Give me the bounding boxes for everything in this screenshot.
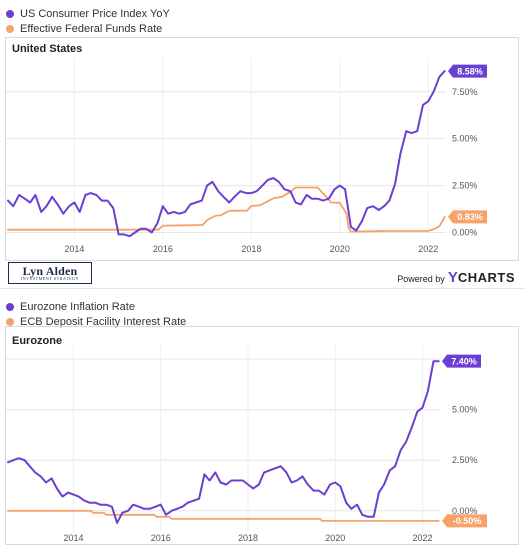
legend-label-fed-funds: Effective Federal Funds Rate	[20, 22, 163, 35]
flag-background	[448, 64, 487, 78]
series-line-primary[interactable]	[7, 70, 446, 238]
us-line-chart: United States 0.00% 2.50% 5.00% 7.50% 2014 20…	[5, 37, 519, 261]
x-tick-label: 2016	[153, 244, 173, 254]
flag-value: 0.83%	[457, 212, 483, 222]
plot-border	[5, 326, 519, 545]
legend-marker-fed-funds	[6, 24, 14, 33]
powered-by-text: Powered by	[397, 274, 445, 284]
series-line-primary[interactable]	[7, 360, 440, 524]
us-chart-panel: US Consumer Price Index YoY Effective Fe…	[5, 6, 519, 286]
flag-background	[442, 514, 487, 528]
legend-label-ecb-rate: ECB Deposit Facility Interest Rate	[20, 315, 187, 328]
flag-value: 7.40%	[451, 356, 477, 366]
y-tick-label: 5.00%	[452, 405, 478, 415]
y-tick-label: 0.00%	[452, 227, 478, 237]
logo-main-text: Lyn Alden	[22, 264, 78, 278]
last-value-flag-rate: 0.83%	[448, 210, 487, 224]
x-tick-label: 2018	[241, 244, 261, 254]
ycharts-attribution[interactable]: Powered by Y CHARTS	[397, 269, 515, 286]
logo-sub-text: INVESTMENT STRATEGY	[20, 276, 80, 281]
us-legend: US Consumer Price Index YoY Effective Fe…	[6, 6, 170, 36]
y-tick-label: 2.50%	[452, 455, 478, 465]
legend-marker-ez-inflation	[6, 302, 14, 311]
legend-item-ecb-rate[interactable]: ECB Deposit Facility Interest Rate	[6, 314, 186, 329]
x-tick-label: 2018	[238, 533, 258, 543]
legend-label-us-cpi: US Consumer Price Index YoY	[20, 7, 170, 20]
y-tick-label: 5.00%	[452, 134, 478, 144]
legend-label-ez-inflation: Eurozone Inflation Rate	[20, 300, 135, 313]
series-line-rate[interactable]	[7, 509, 440, 522]
flag-value: 8.58%	[457, 66, 483, 76]
legend-item-ez-inflation[interactable]: Eurozone Inflation Rate	[6, 299, 186, 314]
x-tick-label: 2014	[63, 533, 83, 543]
x-tick-label: 2020	[325, 533, 345, 543]
legend-marker-ecb-rate	[6, 317, 14, 326]
legend-item-fed-funds[interactable]: Effective Federal Funds Rate	[6, 21, 170, 36]
y-tick-label: 7.50%	[452, 87, 478, 97]
ycharts-logo-y: Y	[447, 269, 458, 286]
x-tick-label: 2022	[418, 244, 438, 254]
flag-background	[442, 354, 481, 368]
chart-title: United States	[12, 43, 82, 55]
flag-value: -0.50%	[453, 516, 482, 526]
y-tick-label: 2.50%	[452, 181, 478, 191]
x-tick-label: 2022	[413, 533, 433, 543]
y-tick-label: 0.00%	[452, 506, 478, 516]
plot-border	[5, 37, 519, 261]
last-value-flag-rate: -0.50%	[442, 514, 487, 528]
chart-title: Eurozone	[12, 335, 62, 347]
last-value-flag-primary: 8.58%	[448, 64, 487, 78]
ez-legend: Eurozone Inflation Rate ECB Deposit Faci…	[6, 299, 186, 329]
flag-background	[448, 210, 487, 224]
x-tick-label: 2016	[151, 533, 171, 543]
lyn-alden-logo: Lyn Alden INVESTMENT STRATEGY	[8, 262, 92, 284]
legend-item-us-cpi[interactable]: US Consumer Price Index YoY	[6, 6, 170, 21]
ycharts-logo-text: CHARTS	[457, 270, 515, 285]
eurozone-line-chart: Eurozone 0.00%2.50%5.00%7.50%20142016201…	[5, 326, 519, 545]
legend-marker-us-cpi	[6, 9, 14, 18]
eurozone-chart-panel: Eurozone Inflation Rate ECB Deposit Faci…	[0, 288, 525, 547]
last-value-flag-primary: 7.40%	[442, 354, 481, 368]
x-tick-label: 2014	[64, 244, 84, 254]
x-tick-label: 2020	[330, 244, 350, 254]
